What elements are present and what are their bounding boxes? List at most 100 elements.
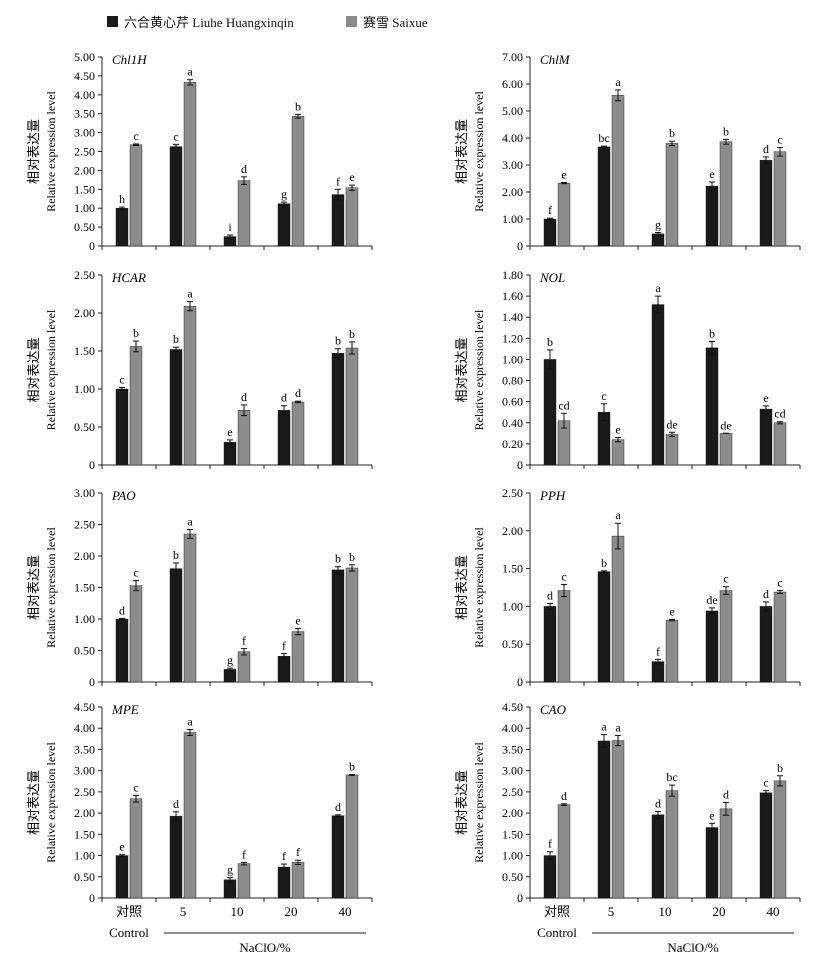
p8-bar-liuhe — [759, 792, 773, 899]
p1-bar-liuhe — [115, 207, 129, 247]
p7-ytick-label: 1.50 — [74, 827, 95, 841]
p2-bar-saixue — [719, 141, 733, 247]
p4-ytick-label: 0.40 — [502, 416, 523, 430]
p1-sig-letter: c — [133, 129, 138, 143]
p6-ytick-label: 1.00 — [502, 599, 523, 613]
p2-sig-letter: c — [777, 132, 782, 146]
p5-ytick-label: 0 — [89, 675, 95, 689]
p1-sig-letter: c — [173, 129, 178, 143]
p8-sig-letter: bc — [666, 770, 677, 784]
p4-bar-saixue — [611, 439, 625, 466]
p8-ytick-label: 0 — [517, 891, 523, 905]
p2-ytick-label: 7.00 — [502, 50, 523, 64]
p1-ytick-label: 3.00 — [74, 126, 95, 140]
p4-bar-liuhe — [543, 359, 557, 466]
p2-bar-saixue — [557, 182, 571, 247]
p2-sig-letter: e — [709, 167, 714, 181]
p6-ytick-label: 2.00 — [502, 524, 523, 538]
p3-bar-liuhe — [331, 353, 345, 466]
p7-ytick-label: 2.00 — [74, 806, 95, 820]
legend-label-saixue: 赛雪 Saixue — [363, 15, 428, 30]
p4-sig-letter: de — [720, 418, 731, 432]
p3-ytick-label: 0 — [89, 458, 95, 472]
p8-ylabel-en: Relative expression level — [472, 742, 486, 863]
legend-swatch-liuhe — [107, 16, 118, 27]
p5-bar-saixue — [345, 567, 359, 683]
p7-bar-liuhe — [223, 879, 237, 899]
p8-sig-letter: e — [709, 808, 714, 822]
p7-ytick-label: 4.50 — [74, 700, 95, 714]
p3-title: HCAR — [111, 270, 146, 285]
p1-ylabel-cn: 相对表达量 — [26, 119, 41, 184]
p5-bar-liuhe — [277, 655, 291, 683]
p8-xtick-label: 对照 — [544, 904, 570, 919]
p7-bar-saixue — [237, 863, 251, 899]
p8-bar-saixue — [611, 740, 625, 899]
p5-sig-letter: a — [187, 515, 193, 529]
p2-bar-saixue — [665, 143, 679, 247]
p1-sig-letter: b — [295, 99, 301, 113]
p7-xtick-label: 20 — [285, 904, 298, 919]
p8-ylabel-cn: 相对表达量 — [454, 770, 469, 835]
p4-bar-saixue — [719, 433, 733, 466]
p5-sig-letter: d — [119, 603, 125, 617]
p5-ytick-label: 0.50 — [74, 644, 95, 658]
p5-bar-liuhe — [169, 568, 183, 683]
p7-sig-letter: f — [296, 845, 300, 859]
p4-sig-letter: b — [547, 335, 553, 349]
p6-bar-saixue — [665, 619, 679, 683]
p1-sig-letter: f — [336, 174, 340, 188]
p7-ytick-label: 0.50 — [74, 870, 95, 884]
p6-sig-letter: e — [669, 604, 674, 618]
p1-bar-saixue — [345, 187, 359, 247]
p1-sig-letter: h — [119, 192, 125, 206]
p7-ylabel-cn: 相对表达量 — [26, 770, 41, 835]
p5-ylabel-cn: 相对表达量 — [26, 555, 41, 620]
p8-ytick-label: 1.00 — [502, 849, 523, 863]
p1-ytick-label: 2.00 — [74, 163, 95, 177]
p2-sig-letter: g — [655, 218, 661, 232]
p4-sig-letter: b — [709, 327, 715, 341]
p3-sig-letter: d — [295, 386, 301, 400]
p1-bar-liuhe — [331, 194, 345, 247]
p1-bar-liuhe — [169, 146, 183, 247]
p8-ytick-label: 3.00 — [502, 764, 523, 778]
p2-bar-liuhe — [759, 159, 773, 247]
p4-bar-saixue — [665, 434, 679, 466]
p7-sig-letter: a — [187, 714, 193, 728]
p8-sig-letter: c — [763, 776, 768, 790]
p7-sig-letter: f — [242, 847, 246, 861]
p6-sig-letter: c — [561, 569, 566, 583]
p6-sig-letter: c — [723, 572, 728, 586]
p7-sig-letter: d — [335, 800, 341, 814]
p8-sig-letter: d — [723, 788, 729, 802]
p1-ylabel-en: Relative expression level — [44, 91, 58, 212]
legend-label-liuhe: 六合黄心芹 Liuhe Huangxinqin — [124, 15, 294, 30]
p7-bar-liuhe — [331, 815, 345, 899]
p1-sig-letter: i — [228, 220, 232, 234]
p3-ytick-label: 1.00 — [74, 382, 95, 396]
p8-bar-saixue — [719, 808, 733, 899]
p3-sig-letter: c — [119, 372, 124, 386]
p6-bar-saixue — [557, 590, 571, 683]
p8-bar-liuhe — [705, 827, 719, 899]
p8-sig-letter: a — [615, 720, 621, 734]
p4-ytick-label: 1.00 — [502, 352, 523, 366]
p7-sig-letter: e — [119, 840, 124, 854]
p3-ytick-label: 0.50 — [74, 420, 95, 434]
p2-sig-letter: a — [615, 75, 621, 89]
p4-ytick-label: 1.40 — [502, 310, 523, 324]
p3-ytick-label: 2.00 — [74, 306, 95, 320]
p3-sig-letter: d — [241, 390, 247, 404]
p4-ylabel-en: Relative expression level — [472, 309, 486, 430]
p5-sig-letter: b — [335, 552, 341, 566]
p3-sig-letter: a — [187, 287, 193, 301]
p3-sig-letter: b — [173, 332, 179, 346]
p6-bar-liuhe — [543, 606, 557, 683]
p3-sig-letter: b — [133, 326, 139, 340]
p8-xtick-label: 40 — [767, 904, 780, 919]
p4-sig-letter: c — [601, 389, 606, 403]
p1-ytick-label: 4.50 — [74, 69, 95, 83]
p5-bar-saixue — [129, 585, 143, 683]
p7-sig-letter: d — [173, 797, 179, 811]
